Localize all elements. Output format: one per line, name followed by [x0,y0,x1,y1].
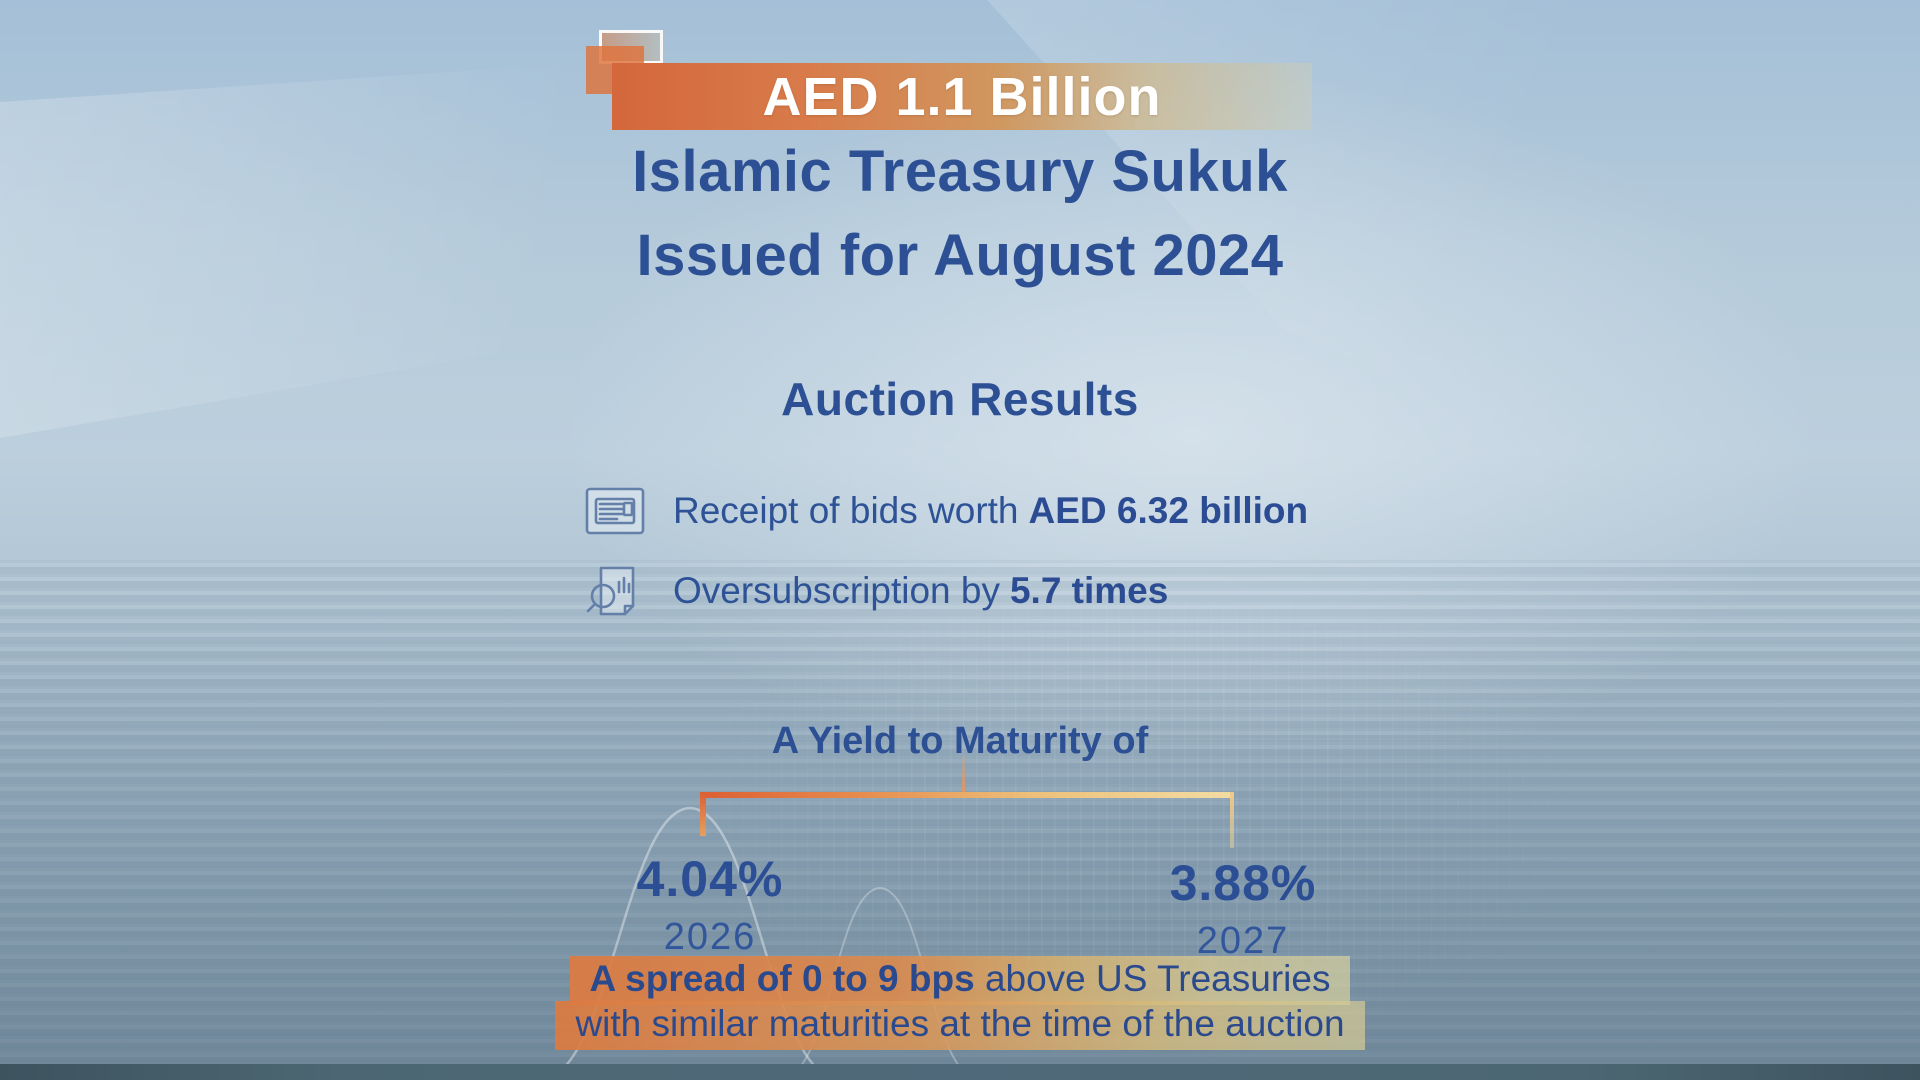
result-label: Receipt of bids worth AED 6.32 billion [673,490,1308,532]
bracket-bar [700,792,1234,798]
headline-banner: AED 1.1 Billion [612,63,1312,130]
bracket-leg-right [1230,792,1234,848]
bracket-leg-left [700,792,706,836]
spread-bold-text: A spread of 0 to 9 bps [589,958,975,999]
bracket-stem [962,756,965,794]
magnifier-document-icon [583,563,647,619]
spread-highlight: A spread of 0 to 9 bps above US Treasuri… [569,956,1351,1005]
result-label: Oversubscription by 5.7 times [673,570,1168,612]
result-value: AED 6.32 billion [1028,490,1309,531]
results-list: Receipt of bids worth AED 6.32 billion Ov… [583,483,1308,619]
title-line-1: Islamic Treasury Sukuk [632,139,1288,204]
spread-regular-text: above US Treasuries [984,958,1331,999]
section-title: Auction Results [781,373,1139,425]
spread-note-line-1: A spread of 0 to 9 bps above US Treasuri… [0,956,1920,1005]
result-row-oversubscription: Oversubscription by 5.7 times [583,563,1308,619]
title-line-2: Issued for August 2024 [636,223,1284,288]
result-row-bids: Receipt of bids worth AED 6.32 billion [583,483,1308,539]
yield-year: 2026 [663,916,757,958]
result-label-text: Oversubscription by [673,570,1000,611]
yield-rate: 3.88% [1169,855,1317,911]
banknote-icon [583,483,647,539]
result-label-text: Receipt of bids worth [673,490,1019,531]
yield-year: 2027 [1196,920,1290,962]
yield-heading: A Yield to Maturity of [771,720,1149,762]
headline-amount: AED 1.1 Billion [762,66,1162,127]
yield-rate: 4.04% [636,851,784,907]
bottom-frame-band [0,1064,1920,1080]
spread-note-line-2: with similar maturities at the time of t… [0,1001,1920,1050]
yield-item-2027: 3.88% 2027 [1113,854,1373,963]
result-value: 5.7 times [1009,570,1169,611]
spread-highlight: with similar maturities at the time of t… [555,1001,1365,1050]
yield-item-2026: 4.04% 2026 [580,850,840,959]
